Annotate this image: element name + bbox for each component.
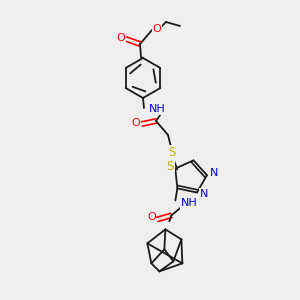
Text: O: O — [153, 24, 161, 34]
Text: NH: NH — [148, 104, 165, 114]
Text: N: N — [200, 188, 208, 199]
Text: S: S — [167, 160, 174, 173]
Text: N: N — [210, 168, 218, 178]
Text: O: O — [117, 33, 125, 43]
Text: O: O — [147, 212, 156, 222]
Text: NH: NH — [181, 198, 198, 208]
Text: O: O — [132, 118, 140, 128]
Text: S: S — [168, 146, 176, 158]
